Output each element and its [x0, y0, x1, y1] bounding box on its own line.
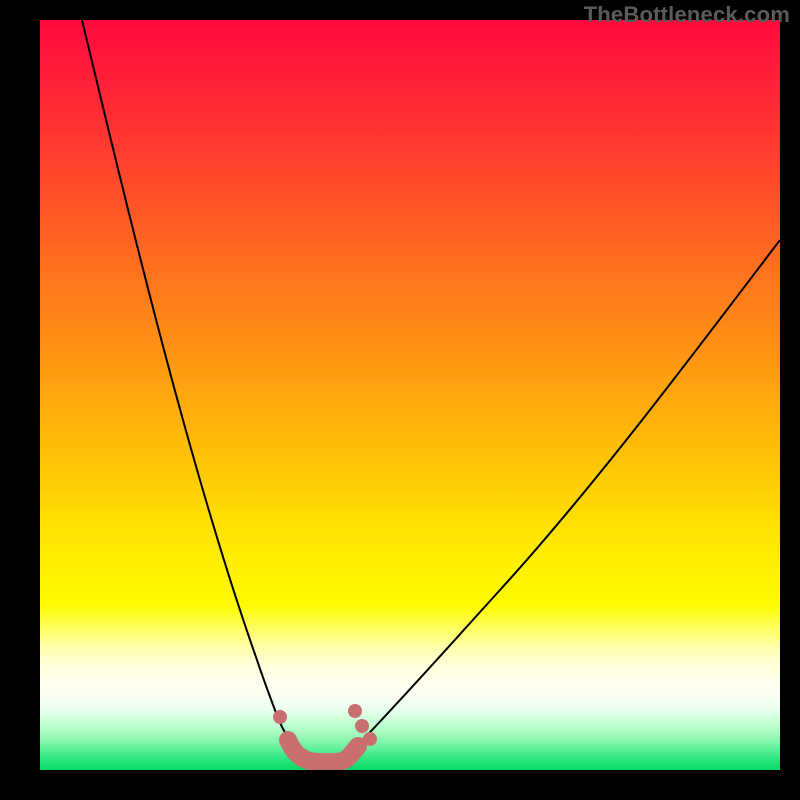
- watermark-text: TheBottleneck.com: [584, 2, 790, 28]
- highlight-dot: [363, 732, 377, 746]
- bottleneck-chart: [0, 0, 800, 800]
- highlight-dot: [273, 710, 287, 724]
- highlight-dot: [348, 704, 362, 718]
- gradient-background: [40, 20, 780, 770]
- highlight-dot: [355, 719, 369, 733]
